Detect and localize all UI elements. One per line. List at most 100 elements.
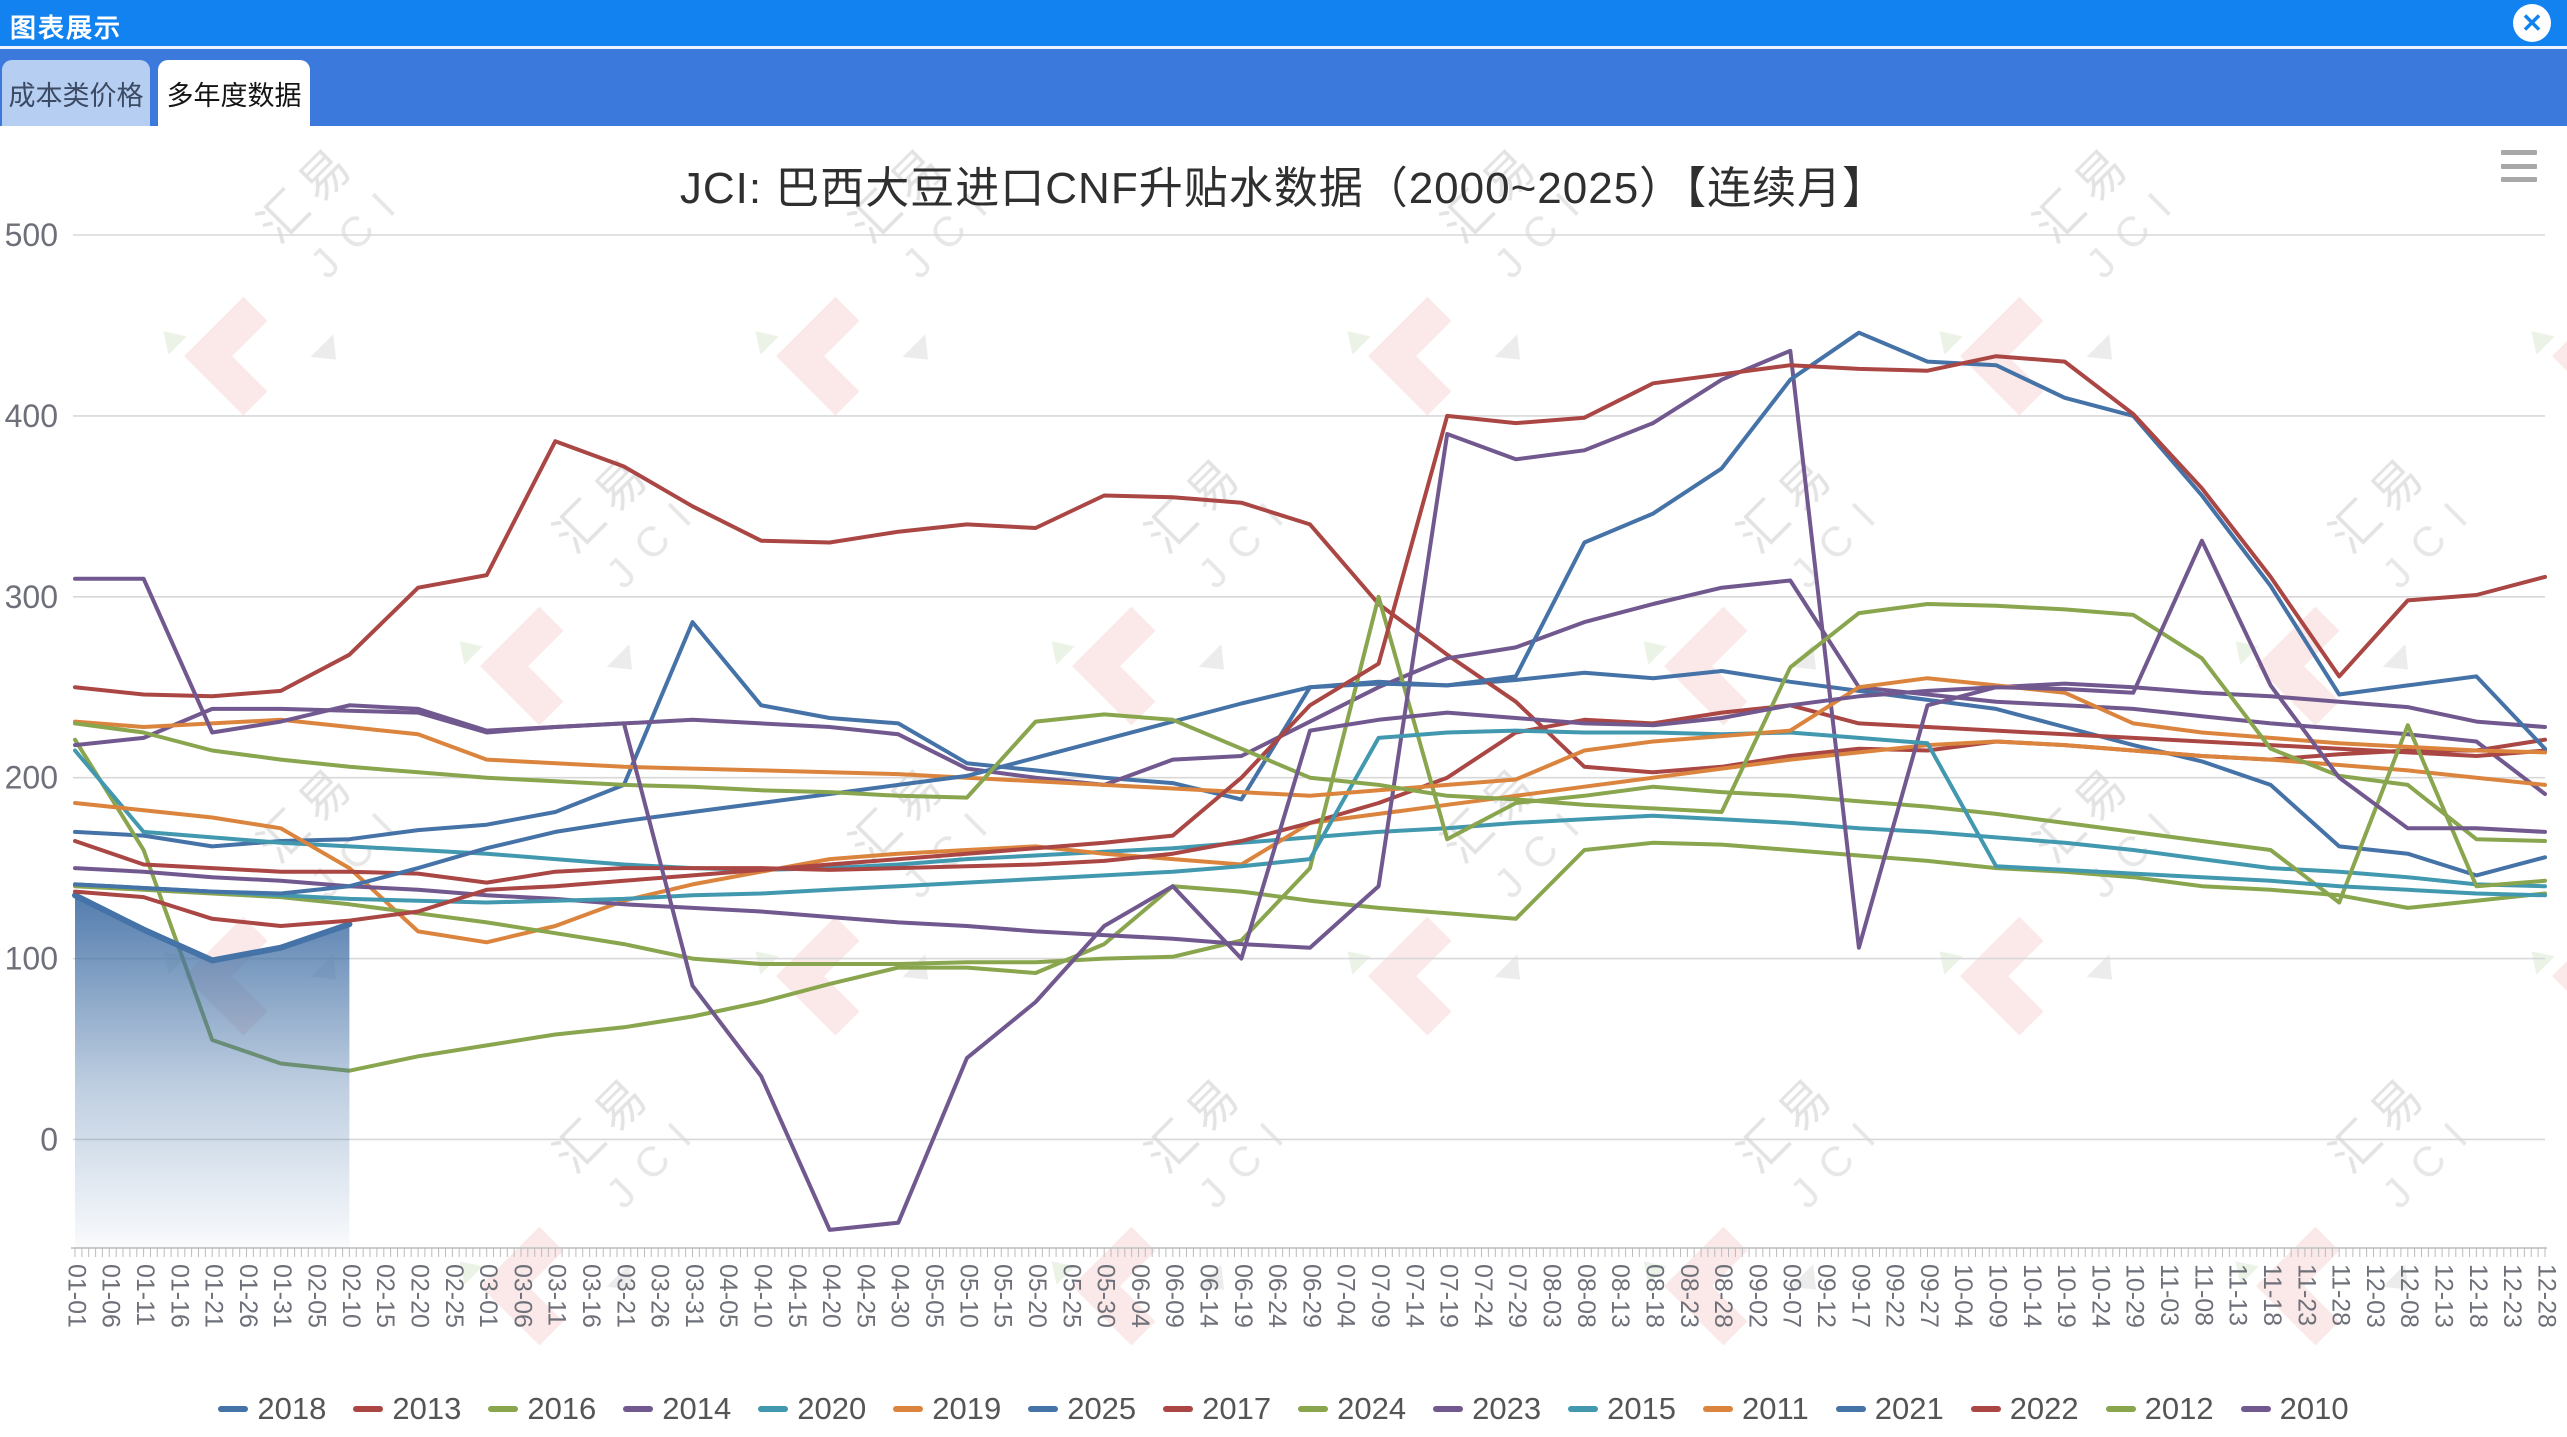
svg-text:300: 300 <box>5 579 58 615</box>
x-tick-label: 05-20 <box>1023 1264 1051 1328</box>
legend-label: 2016 <box>527 1391 597 1426</box>
x-tick-label: 10-24 <box>2086 1264 2114 1328</box>
tab-multi-year-data[interactable]: 多年度数据 <box>158 60 310 126</box>
x-tick-label: 07-29 <box>1503 1264 1531 1328</box>
x-tick-label: 03-06 <box>508 1264 536 1328</box>
legend-label: 2019 <box>932 1391 1002 1426</box>
tab-cost-prices[interactable]: 成本类价格 <box>2 60 150 126</box>
legend-item-2017[interactable]: 2017 <box>1163 1391 1271 1427</box>
header-divider <box>0 46 2567 49</box>
tab-bar: 成本类价格 多年度数据 <box>0 49 2567 126</box>
legend-item-2011[interactable]: 2011 <box>1703 1391 1809 1427</box>
x-tick-label: 02-20 <box>405 1264 433 1328</box>
x-tick-label: 05-30 <box>1092 1264 1120 1328</box>
x-tick-label: 04-15 <box>783 1264 811 1328</box>
legend-marker <box>1433 1406 1464 1412</box>
legend-label: 2011 <box>1742 1391 1809 1426</box>
x-tick-label: 11-13 <box>2224 1264 2252 1326</box>
x-tick-label: 11-18 <box>2258 1264 2286 1326</box>
x-tick-label: 10-19 <box>2052 1264 2080 1328</box>
legend-item-2024[interactable]: 2024 <box>1298 1391 1406 1427</box>
legend-marker <box>2105 1406 2136 1412</box>
legend-label: 2014 <box>662 1391 732 1426</box>
legend-label: 2012 <box>2144 1391 2214 1426</box>
x-tick-label: 12-13 <box>2429 1264 2457 1328</box>
legend-item-2019[interactable]: 2019 <box>893 1391 1001 1427</box>
chart-section: 汇易 JCI 汇易 JCI 汇易 JCI 汇易 JCI 汇易 JCI 汇易 JCI 汇易 JCI 汇易 JCI… <box>0 126 2567 1437</box>
legend-item-2018[interactable]: 2018 <box>218 1391 326 1427</box>
legend-marker <box>1970 1406 2001 1412</box>
svg-text:0: 0 <box>40 1121 58 1157</box>
x-tick-label: 05-25 <box>1057 1264 1085 1328</box>
x-tick-label: 06-19 <box>1229 1264 1257 1328</box>
legend-item-2014[interactable]: 2014 <box>623 1391 731 1427</box>
chart-title: JCI: 巴西大豆进口CNF升贴水数据（2000~2025）【连续月】 <box>679 164 1888 213</box>
legend-label: 2018 <box>257 1391 327 1426</box>
x-tick-label: 03-16 <box>577 1264 605 1328</box>
legend-item-2010[interactable]: 2010 <box>2240 1391 2349 1427</box>
legend-marker <box>1703 1406 1734 1412</box>
x-tick-label: 01-16 <box>165 1264 193 1328</box>
x-tick-label: 02-05 <box>303 1264 331 1328</box>
legend-item-2020[interactable]: 2020 <box>758 1391 866 1427</box>
x-tick-label: 06-14 <box>1194 1264 1222 1328</box>
x-tick-label: 04-30 <box>886 1264 914 1328</box>
x-tick-label: 08-08 <box>1572 1264 1600 1328</box>
x-tick-label: 11-28 <box>2327 1264 2355 1326</box>
legend-marker <box>488 1406 519 1412</box>
x-tick-label: 01-01 <box>62 1264 90 1328</box>
x-tick-label: 12-08 <box>2395 1264 2423 1328</box>
x-tick-label: 03-26 <box>646 1264 674 1328</box>
x-tick-label: 10-09 <box>1984 1264 2012 1328</box>
legend-label: 2021 <box>1874 1391 1944 1426</box>
series-line-2011 <box>73 676 2547 798</box>
title-bar: 图表展示 <box>0 0 2567 46</box>
x-tick-label: 04-20 <box>817 1264 845 1328</box>
legend-item-2016[interactable]: 2016 <box>488 1391 596 1427</box>
x-tick-label: 03-31 <box>680 1264 708 1328</box>
series-line-2015 <box>73 728 2547 905</box>
close-button[interactable]: ✕ <box>2513 4 2551 42</box>
series-line-2012 <box>73 602 2547 843</box>
x-tick-label: 01-21 <box>200 1264 228 1328</box>
x-tick-label: 09-17 <box>1846 1264 1874 1328</box>
x-tick-label: 10-14 <box>2018 1264 2046 1328</box>
legend-item-2022[interactable]: 2022 <box>1970 1391 2079 1427</box>
series-line-2020 <box>73 748 2547 889</box>
legend-item-2025[interactable]: 2025 <box>1028 1391 1136 1427</box>
menu-bar <box>2501 177 2537 182</box>
x-tick-label: 07-14 <box>1400 1264 1428 1328</box>
menu-bar <box>2501 150 2537 155</box>
x-tick-label: 07-19 <box>1435 1264 1463 1328</box>
chart-menu-icon[interactable] <box>2501 148 2539 184</box>
x-axis <box>71 1247 2547 1257</box>
x-tick-label: 08-03 <box>1538 1264 1566 1328</box>
x-tick-label: 07-04 <box>1332 1264 1360 1328</box>
x-tick-label: 03-11 <box>543 1264 571 1326</box>
x-tick-label: 11-23 <box>2292 1264 2320 1326</box>
legend-item-2013[interactable]: 2013 <box>353 1391 461 1427</box>
legend-item-2015[interactable]: 2015 <box>1568 1391 1676 1427</box>
series-area-2025 <box>75 895 350 1248</box>
legend-label: 2013 <box>392 1391 462 1426</box>
legend-marker <box>893 1406 924 1412</box>
legend-marker <box>1568 1406 1599 1412</box>
legend-item-2012[interactable]: 2012 <box>2105 1391 2214 1427</box>
legend-item-2021[interactable]: 2021 <box>1835 1391 1944 1427</box>
x-tick-label: 06-24 <box>1263 1264 1291 1328</box>
x-tick-label: 05-10 <box>954 1264 982 1328</box>
legend-label: 2025 <box>1067 1391 1137 1426</box>
x-axis-labels: 01-01 01-06 01-11 01-16 01-21 01-26 01-31 02-05… <box>62 1264 2560 1328</box>
x-tick-label: 02-10 <box>337 1264 365 1328</box>
legend-item-2023[interactable]: 2023 <box>1433 1391 1541 1427</box>
x-tick-label: 02-15 <box>371 1264 399 1328</box>
x-tick-label: 01-06 <box>97 1264 125 1328</box>
x-tick-label: 12-23 <box>2498 1264 2526 1328</box>
x-tick-label: 12-18 <box>2464 1264 2492 1328</box>
series-line-2025 <box>72 892 353 964</box>
close-icon: ✕ <box>2521 8 2543 38</box>
